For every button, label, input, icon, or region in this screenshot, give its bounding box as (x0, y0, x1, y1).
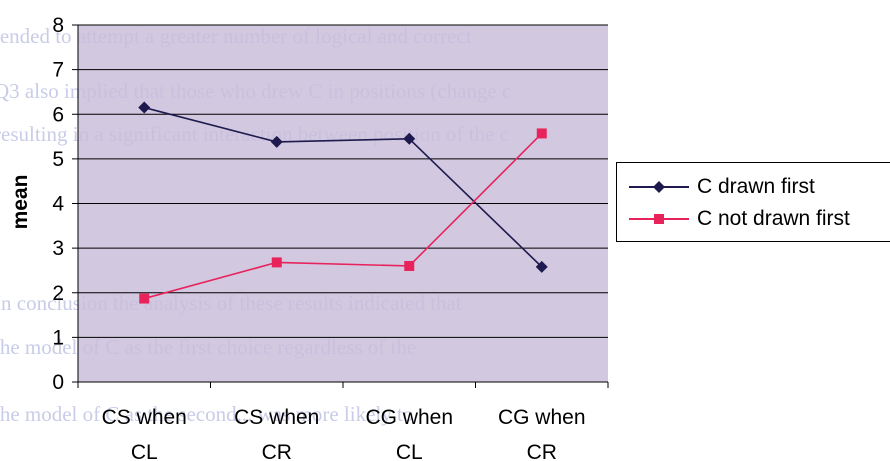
y-axis-title: mean (9, 175, 32, 230)
x-tick-labels: CS when CL CS when CR CG when CL CG when CR (102, 406, 586, 461)
series-1 (138, 101, 548, 273)
legend: C drawn first C not drawn first (616, 162, 890, 242)
y-tick-label: 3 (52, 237, 64, 260)
series-2 (139, 128, 547, 304)
data-point (536, 128, 547, 139)
y-tick-label: 8 (52, 14, 64, 37)
gridlines (78, 24, 608, 338)
axes (72, 24, 609, 388)
y-tick-label: 0 (52, 371, 64, 394)
data-point (270, 135, 283, 148)
square-marker-icon (629, 214, 689, 224)
legend-label: C not drawn first (697, 207, 850, 230)
diamond-marker-icon (629, 181, 689, 193)
x-tick-label: CG when CR (498, 406, 586, 461)
series-line (144, 106, 543, 268)
background-text-line: the model of C as the second... was more… (0, 402, 414, 426)
data-point (404, 260, 415, 271)
y-tick-label: 1 (52, 326, 64, 349)
y-tick-label: 7 (52, 59, 64, 82)
legend-item-c-drawn-first: C drawn first (627, 173, 815, 201)
data-point (139, 293, 150, 304)
legend-label: C drawn first (697, 175, 815, 198)
data-point (271, 257, 282, 268)
data-point (138, 101, 151, 114)
y-tick-label: 6 (52, 103, 64, 126)
y-tick-label: 4 (52, 193, 64, 216)
y-tick-labels: 0 1 2 3 4 5 6 7 8 (52, 14, 64, 394)
x-tick-label: CS when CR (234, 406, 319, 461)
x-tick-label: CG when CL (365, 406, 453, 461)
y-tick-label: 2 (52, 282, 64, 305)
data-point (403, 132, 416, 145)
x-tick-label: CS when CL (102, 406, 187, 461)
data-point (535, 260, 548, 273)
series-line (144, 132, 543, 300)
series (138, 101, 548, 304)
legend-item-c-not-drawn-first: C not drawn first (627, 205, 850, 233)
y-tick-label: 5 (52, 148, 64, 171)
